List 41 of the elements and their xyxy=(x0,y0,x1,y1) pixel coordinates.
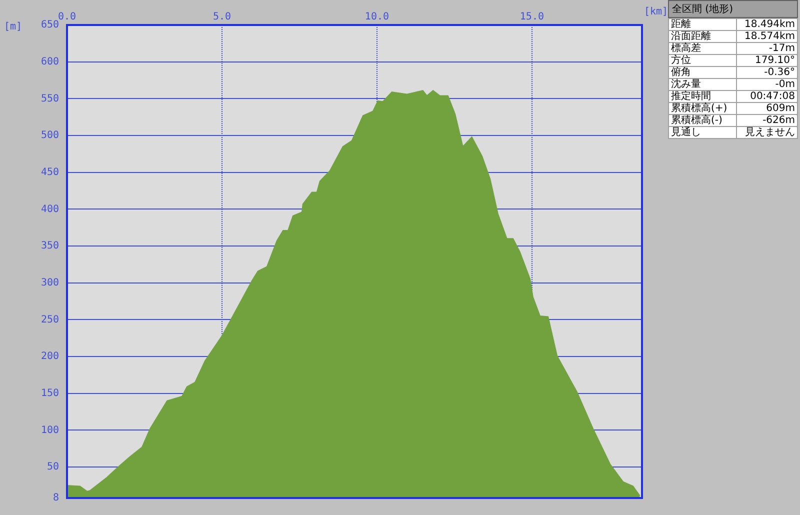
category-label: 累積標高(+) xyxy=(668,102,736,114)
category-label: 標高差 xyxy=(668,42,736,54)
text: -17m xyxy=(768,43,795,54)
text: 179.10° xyxy=(755,55,795,66)
x-tick-label: 10.0 xyxy=(364,12,390,23)
y-tick-label: 300 xyxy=(40,277,59,288)
y-tick-label: 250 xyxy=(40,314,59,326)
y-tick-label: 350 xyxy=(40,240,59,252)
x-tick-label: 0.0 xyxy=(58,12,76,23)
text: 609m xyxy=(766,103,795,114)
category-label: 方位 xyxy=(668,54,736,66)
category-label: 沈み量 xyxy=(668,78,736,90)
x-axis-title: [km] xyxy=(644,6,668,18)
y-tick-label: 450 xyxy=(40,166,59,178)
category-label: 累積標高(-) xyxy=(668,114,736,126)
text: -0.36° xyxy=(764,67,795,78)
text: 18.574km xyxy=(744,31,795,42)
y-tick-label: 8 xyxy=(52,492,59,504)
y-tick-label: 150 xyxy=(40,388,59,399)
category-label: 推定時間 xyxy=(668,90,736,102)
category-label: 見通し xyxy=(668,126,736,138)
y-tick-label: 600 xyxy=(40,56,59,68)
text: -626m xyxy=(762,115,795,126)
text: -0m xyxy=(775,79,795,90)
text: 00:47:08 xyxy=(750,91,795,102)
y-tick-label: 550 xyxy=(40,93,59,104)
x-tick-label: 5.0 xyxy=(212,12,232,23)
x-tick-label: 15.0 xyxy=(520,12,544,23)
y-tick-label: 400 xyxy=(40,204,59,215)
category-label: 沿面距離 xyxy=(668,30,736,42)
y-tick-label: 50 xyxy=(46,462,59,473)
text: 18.494km xyxy=(744,19,795,30)
text: 全区間 (地形) xyxy=(668,0,798,18)
y-tick-label: 650 xyxy=(40,20,59,31)
text: 見えません xyxy=(745,127,795,138)
y-tick-label: 100 xyxy=(40,424,59,436)
y-tick-label: 500 xyxy=(40,130,59,142)
category-label: 俯角 xyxy=(668,66,736,78)
y-tick-label: 200 xyxy=(40,351,59,362)
category-label: 距離 xyxy=(668,18,736,30)
y-axis-title: [m] xyxy=(4,22,22,33)
